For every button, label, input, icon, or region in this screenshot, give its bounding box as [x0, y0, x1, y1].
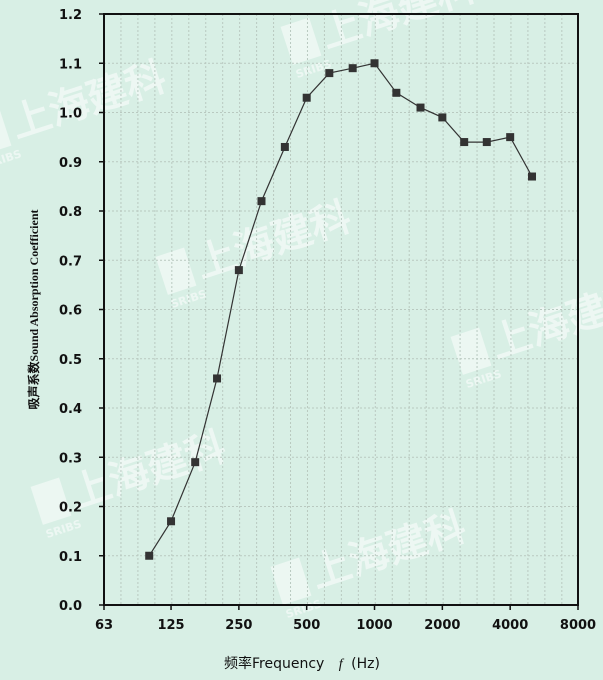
y-tick-label: 0.8 — [59, 205, 82, 220]
data-point — [438, 113, 447, 122]
y-tick-label: 0.9 — [59, 156, 82, 171]
y-tick-label: 0.5 — [59, 353, 82, 368]
x-tick-label: 500 — [293, 618, 320, 633]
y-axis-label: 吸声系数Sound Absorption Coefficient — [26, 209, 41, 409]
y-axis-label-group: 吸声系数Sound Absorption Coefficient — [26, 209, 41, 409]
data-point — [191, 458, 200, 467]
watermark-text: 上海建科 — [485, 274, 603, 367]
x-tick-label: 63 — [95, 618, 113, 633]
y-tick-label: 0.3 — [59, 451, 82, 466]
y-tick-label: 0.4 — [59, 402, 82, 417]
watermark-sub: SRIBS — [0, 147, 23, 171]
axis-ticks: 0.0 0.1 0.2 0.3 0.4 0.5 0.6 0.7 0.8 0.9 1.0 1.1 1.2 6… — [59, 8, 596, 633]
y-tick-label: 0.1 — [59, 550, 82, 565]
y-tick-label: 1.2 — [59, 8, 82, 23]
data-point — [167, 517, 176, 526]
series-layer — [145, 59, 537, 560]
data-point — [280, 142, 289, 151]
watermark-text: 上海建科 — [5, 54, 171, 147]
x-tick-label: 4000 — [492, 618, 528, 633]
watermark-logo-icon — [155, 247, 197, 295]
y-tick-label: 0.6 — [59, 304, 82, 319]
y-tick-label: 0.2 — [59, 501, 82, 516]
x-tick-label: 250 — [225, 618, 252, 633]
data-point — [392, 88, 401, 97]
y-tick-label: 0.0 — [59, 599, 82, 614]
data-point — [370, 59, 379, 68]
data-point — [416, 103, 425, 112]
watermark-text: 上海建科 — [65, 424, 231, 517]
data-point — [460, 138, 469, 147]
data-point — [257, 197, 266, 206]
watermark-logo-icon — [30, 477, 72, 525]
data-point — [325, 69, 334, 78]
y-tick-label: 1.0 — [59, 107, 82, 122]
data-point — [482, 138, 491, 147]
x-axis-label: 频率Frequency f (Hz) — [224, 655, 380, 672]
watermark-text: 上海建科 — [305, 504, 471, 597]
x-tick-label: 8000 — [560, 618, 596, 633]
watermark-text: 上海建科 — [315, 0, 481, 57]
x-axis-label-text: 频率Frequency — [224, 655, 324, 672]
data-point — [145, 551, 154, 560]
x-tick-label: 1000 — [356, 618, 392, 633]
data-point — [213, 374, 222, 383]
watermark-logo-icon — [280, 17, 322, 65]
data-point — [302, 93, 311, 102]
watermark-logo-icon — [450, 327, 492, 375]
watermark-logo-icon — [0, 107, 12, 155]
watermark-logo-icon — [270, 557, 312, 605]
data-point — [528, 172, 537, 181]
watermark-text: 上海建科 — [190, 194, 356, 287]
y-tick-label: 0.7 — [59, 254, 82, 269]
x-tick-label: 125 — [157, 618, 184, 633]
x-axis-label-unit: (Hz) — [351, 656, 380, 672]
data-point — [348, 64, 357, 73]
y-tick-label: 1.1 — [59, 57, 82, 72]
data-point — [506, 133, 515, 142]
data-point — [234, 266, 243, 275]
x-tick-label: 2000 — [424, 618, 460, 633]
x-axis-label-variable: f — [339, 657, 345, 672]
